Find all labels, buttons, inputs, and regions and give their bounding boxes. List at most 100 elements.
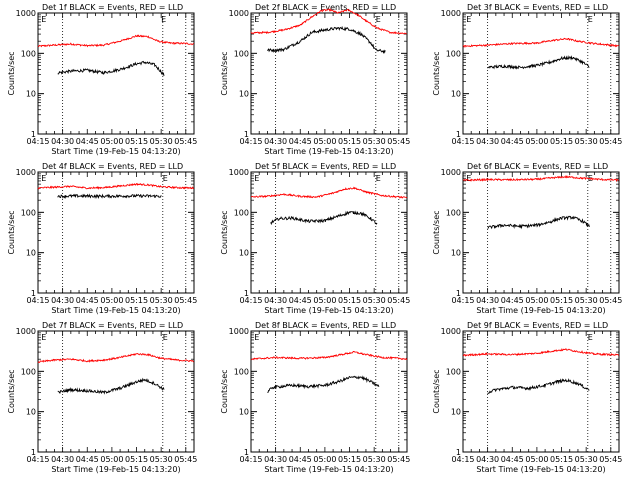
x-tick-label: 05:00 bbox=[313, 296, 336, 305]
x-tick-label: 04:15 bbox=[239, 296, 262, 305]
chart-title: Det 2f BLACK = Events, RED = LLD bbox=[255, 3, 396, 12]
lld-series-line bbox=[250, 351, 408, 361]
x-tick-label: 04:45 bbox=[501, 137, 524, 146]
y-axis-label: Counts/sec bbox=[220, 369, 229, 413]
x-tick-label: 05:45 bbox=[387, 455, 410, 464]
y-tick-label: 1000 bbox=[16, 168, 36, 177]
x-tick-label: 04:15 bbox=[239, 137, 262, 146]
x-tick-label: 04:45 bbox=[289, 296, 312, 305]
y-tick-label: 1 bbox=[31, 130, 36, 139]
x-tick-label: 05:00 bbox=[100, 455, 123, 464]
e-marker: E bbox=[376, 333, 381, 342]
chart-panel: Det 9f BLACK = Events, RED = LLD 1 10 100 10… bbox=[432, 321, 622, 474]
x-tick-label: 04:45 bbox=[289, 137, 312, 146]
chart-title: Det 5f BLACK = Events, RED = LLD bbox=[255, 162, 396, 171]
y-axis-label: Counts/sec bbox=[220, 51, 229, 95]
y-tick-label: 1 bbox=[31, 448, 36, 457]
chart-panel: Det 4f BLACK = Events, RED = LLD 1 10 100 10… bbox=[7, 162, 197, 315]
lld-series-line bbox=[462, 348, 620, 357]
x-tick-label: 04:45 bbox=[501, 455, 524, 464]
x-tick-label: 04:30 bbox=[476, 137, 499, 146]
chart-panel: Det 7f BLACK = Events, RED = LLD 1 10 100 10… bbox=[7, 321, 197, 474]
y-tick-label: 1 bbox=[456, 448, 461, 457]
events-series-line bbox=[270, 210, 378, 226]
x-tick-label: 04:15 bbox=[451, 137, 474, 146]
chart-panel: Det 2f BLACK = Events, RED = LLD 1 10 100 10… bbox=[220, 3, 410, 156]
x-tick-label: 04:15 bbox=[26, 296, 49, 305]
e-marker: E bbox=[466, 15, 471, 24]
e-marker: E bbox=[163, 333, 168, 342]
e-marker: E bbox=[163, 174, 168, 183]
y-axis-label: Counts/sec bbox=[432, 210, 441, 254]
y-tick-label: 1000 bbox=[16, 9, 36, 18]
e-marker: E bbox=[466, 333, 471, 342]
x-tick-label: 04:30 bbox=[264, 455, 287, 464]
x-axis-label: Start Time (19-Feb-15 04:13:20) bbox=[51, 306, 180, 315]
plot-frame bbox=[250, 171, 408, 294]
x-tick-label: 05:15 bbox=[550, 455, 573, 464]
x-tick-label: 05:15 bbox=[550, 296, 573, 305]
x-tick-label: 05:45 bbox=[174, 455, 197, 464]
x-tick-label: 04:30 bbox=[51, 455, 74, 464]
y-tick-label: 10 bbox=[239, 249, 249, 258]
plot-frame bbox=[462, 12, 620, 135]
chart-panel: Det 6f BLACK = Events, RED = LLD 1 10 100 10… bbox=[432, 162, 622, 315]
chart-title: Det 4f BLACK = Events, RED = LLD bbox=[42, 162, 183, 171]
y-tick-label: 1000 bbox=[229, 327, 249, 336]
x-tick-label: 05:30 bbox=[575, 137, 598, 146]
x-axis-label: Start Time (19-Feb-15 04:13:20) bbox=[476, 306, 605, 315]
chart-panel: Det 5f BLACK = Events, RED = LLD 1 10 100 10… bbox=[220, 162, 410, 315]
y-tick-label: 100 bbox=[21, 367, 36, 376]
x-tick-label: 05:00 bbox=[525, 455, 548, 464]
plot-frame bbox=[250, 12, 408, 135]
x-tick-label: 04:30 bbox=[476, 455, 499, 464]
e-marker: E bbox=[254, 174, 259, 183]
e-marker: E bbox=[376, 174, 381, 183]
x-tick-label: 05:45 bbox=[599, 137, 622, 146]
x-tick-label: 05:30 bbox=[575, 455, 598, 464]
x-tick-label: 05:15 bbox=[125, 137, 148, 146]
x-tick-label: 05:00 bbox=[313, 137, 336, 146]
y-tick-label: 10 bbox=[451, 90, 461, 99]
x-axis-label: Start Time (19-Feb-15 04:13:20) bbox=[264, 465, 393, 474]
y-tick-label: 1000 bbox=[229, 9, 249, 18]
x-tick-label: 05:45 bbox=[387, 296, 410, 305]
x-tick-label: 05:00 bbox=[525, 137, 548, 146]
x-tick-label: 04:15 bbox=[239, 455, 262, 464]
x-axis-label: Start Time (19-Feb-15 04:13:20) bbox=[476, 465, 605, 474]
events-series-line bbox=[57, 377, 165, 395]
y-tick-label: 1 bbox=[244, 130, 249, 139]
e-marker: E bbox=[376, 15, 381, 24]
y-tick-label: 100 bbox=[446, 208, 461, 217]
plot-frame bbox=[462, 171, 620, 294]
e-marker: E bbox=[254, 15, 259, 24]
events-series-line bbox=[487, 215, 590, 230]
y-tick-label: 1000 bbox=[229, 168, 249, 177]
e-marker: E bbox=[41, 333, 46, 342]
e-marker: E bbox=[161, 15, 166, 24]
y-tick-label: 100 bbox=[21, 208, 36, 217]
x-axis-label: Start Time (19-Feb-15 04:13:20) bbox=[264, 306, 393, 315]
y-axis-label: Counts/sec bbox=[432, 369, 441, 413]
x-tick-label: 04:45 bbox=[76, 137, 99, 146]
chart-title: Det 7f BLACK = Events, RED = LLD bbox=[42, 321, 183, 330]
x-tick-label: 05:15 bbox=[338, 455, 361, 464]
e-marker: E bbox=[588, 15, 593, 24]
y-tick-label: 100 bbox=[21, 49, 36, 58]
y-tick-label: 10 bbox=[451, 408, 461, 417]
chart-title: Det 8f BLACK = Events, RED = LLD bbox=[255, 321, 396, 330]
y-tick-label: 100 bbox=[234, 49, 249, 58]
chart-title: Det 1f BLACK = Events, RED = LLD bbox=[42, 3, 183, 12]
events-series-line bbox=[57, 193, 162, 200]
x-tick-label: 04:45 bbox=[76, 296, 99, 305]
x-tick-label: 05:00 bbox=[313, 455, 336, 464]
x-tick-label: 04:30 bbox=[476, 296, 499, 305]
x-tick-label: 05:45 bbox=[387, 137, 410, 146]
y-tick-label: 100 bbox=[234, 208, 249, 217]
y-tick-label: 1 bbox=[31, 289, 36, 298]
x-tick-label: 04:15 bbox=[451, 455, 474, 464]
x-tick-label: 05:00 bbox=[525, 296, 548, 305]
x-tick-label: 05:30 bbox=[363, 296, 386, 305]
x-tick-label: 05:30 bbox=[575, 296, 598, 305]
